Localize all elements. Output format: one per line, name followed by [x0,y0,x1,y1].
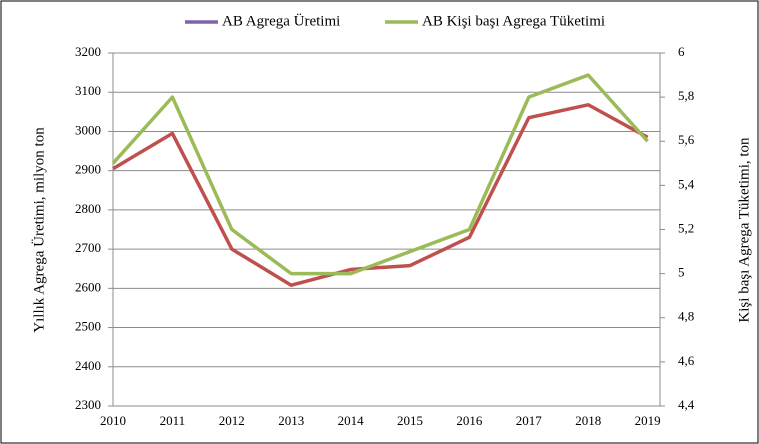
x-tick-label: 2011 [160,413,186,428]
x-tick-label: 2014 [338,413,365,428]
y-tick-label: 2900 [75,162,101,177]
y2-axis-title: Kişi başı Agrega Tüketimi, ton [736,137,752,323]
y2-tick-label: 5,4 [678,176,695,191]
x-tick-label: 2012 [219,413,245,428]
y-tick-label: 3200 [75,44,101,59]
y2-tick-label: 4,8 [678,309,694,324]
y-tick-label: 3000 [75,122,101,137]
y2-tick-label: 4,6 [678,353,695,368]
series-line [111,73,649,276]
x-tick-label: 2010 [100,413,126,428]
y-tick-label: 2700 [75,240,101,255]
x-tick-label: 2019 [635,413,661,428]
y-tick-label: 2400 [75,358,101,373]
x-tick-label: 2016 [456,413,483,428]
x-tick-label: 2017 [516,413,543,428]
x-tick-label: 2015 [397,413,423,428]
legend-label: AB Kişi başı Agrega Tüketimi [422,13,605,29]
y2-tick-label: 5,8 [678,88,694,103]
y-tick-label: 2500 [75,319,101,334]
y-tick-label: 3100 [75,83,101,98]
y2-tick-label: 5 [678,265,685,280]
y2-tick-label: 5,2 [678,220,694,235]
legend-label: AB Agrega Üretimi [222,12,340,29]
y-tick-label: 2300 [75,397,101,412]
y2-tick-label: 6 [678,44,685,59]
y2-tick-label: 4,4 [678,397,695,412]
x-tick-label: 2013 [278,413,304,428]
series-line [112,103,649,287]
y-tick-label: 2600 [75,279,101,294]
y2-tick-label: 5,6 [678,132,695,147]
x-tick-label: 2018 [575,413,601,428]
y-axis-title: Yıllık Agrega Üretimi, milyon ton [30,127,47,333]
y-tick-label: 2800 [75,201,101,216]
